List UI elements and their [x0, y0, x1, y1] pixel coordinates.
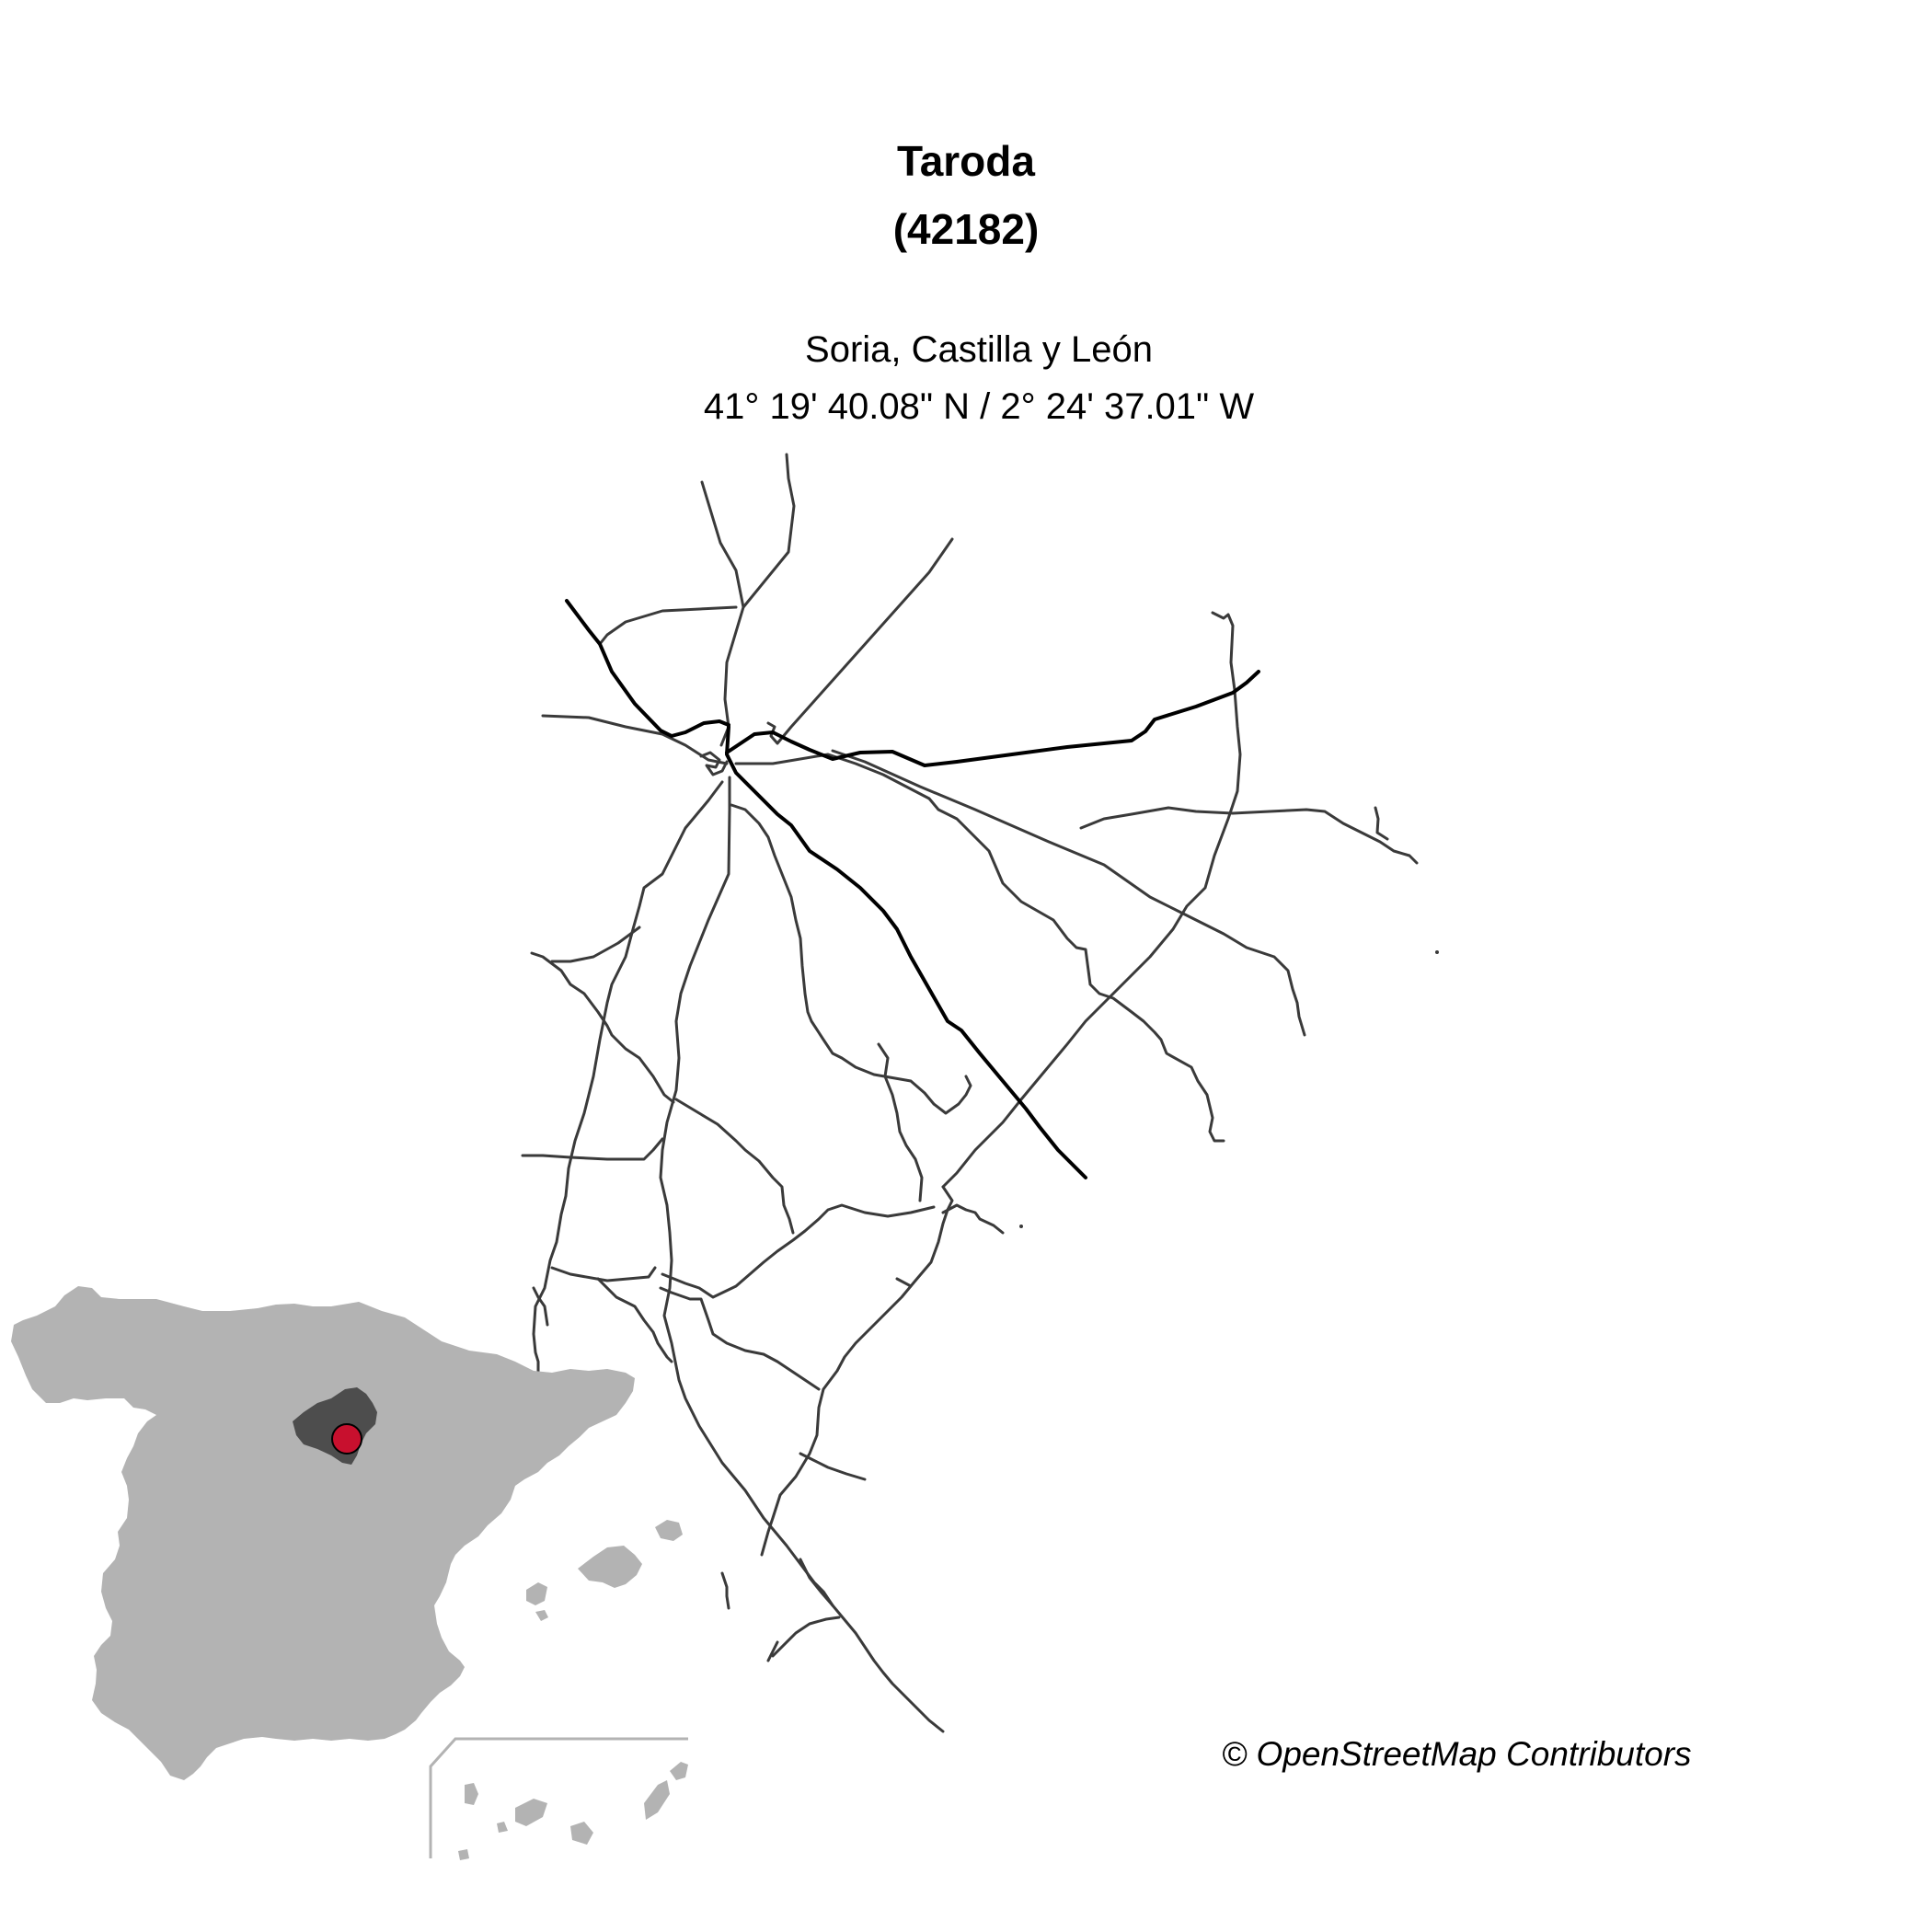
road-west-junction — [598, 605, 738, 646]
major-roads — [565, 599, 1260, 1179]
road-north-1 — [700, 480, 745, 747]
canary-island-gran-canaria — [570, 1822, 593, 1845]
road-north-2 — [742, 453, 796, 609]
road-south-3 — [771, 1616, 841, 1658]
road-east-ridge — [1079, 806, 1419, 865]
road-south-4 — [766, 1640, 779, 1662]
road-southwest-loop — [530, 951, 675, 1104]
road-northeast-curve — [941, 611, 1242, 1189]
tiny-road-fragments — [1019, 950, 1439, 1228]
ibiza-island — [526, 1582, 547, 1605]
road-west-2 — [521, 1137, 664, 1161]
map-title-name: Taroda — [897, 137, 1035, 185]
formentera-island — [535, 1610, 548, 1621]
road-south-cross — [661, 1203, 936, 1299]
canary-island-tenerife — [515, 1799, 547, 1826]
highway-northwest — [565, 599, 730, 738]
canary-islands — [458, 1762, 688, 1860]
road-south-1 — [799, 1452, 867, 1481]
road-fragment — [1019, 1225, 1023, 1228]
road-south-center-2 — [730, 803, 972, 1115]
map-title-code: (42182) — [892, 205, 1040, 253]
road-east-short — [1374, 806, 1389, 841]
osm-attribution: © OpenStreetMap Contributors — [1222, 1735, 1692, 1773]
menorca-island — [655, 1520, 683, 1541]
road-south-west — [532, 780, 724, 1409]
canary-island-fuerteventura — [644, 1780, 670, 1820]
road-south-branch-2 — [877, 1042, 924, 1202]
coordinates-label: 41° 19' 40.08" N / 2° 24' 37.01" W — [703, 386, 1255, 427]
highway-southeast — [725, 725, 1087, 1179]
region-label: Soria, Castilla y León — [805, 329, 1153, 370]
road-southwest-2 — [596, 1277, 673, 1363]
road-west-mid-1 — [550, 926, 641, 963]
road-south-5 — [720, 1571, 730, 1610]
road-south-center — [659, 776, 834, 1607]
road-east-main — [831, 749, 1306, 1037]
road-south-west-3 — [659, 1286, 821, 1391]
road-southwest-1 — [550, 1266, 657, 1282]
road-south-2 — [799, 1558, 945, 1733]
highway-east — [725, 670, 1260, 767]
canary-islands-frame — [429, 1737, 688, 1858]
minor-roads — [521, 453, 1419, 1733]
taroda-location-marker — [331, 1423, 362, 1455]
canary-island-el-hierro — [458, 1849, 469, 1860]
road-east-northwest — [734, 753, 1225, 1143]
mallorca-island — [578, 1546, 642, 1588]
road-west-3 — [532, 1286, 549, 1327]
road-south-branch-3 — [760, 1185, 954, 1557]
road-south-branch-1 — [674, 1098, 795, 1235]
road-west-1 — [541, 714, 729, 765]
canary-island-la-gomera — [497, 1822, 508, 1833]
canary-island-lanzarote — [670, 1762, 688, 1780]
road-south-spur — [895, 1277, 913, 1288]
spain-mainland-shape — [11, 1286, 635, 1780]
canary-island-la-palma — [465, 1783, 478, 1805]
town-center-tangle — [699, 751, 729, 776]
road-northeast-diagonal — [766, 537, 954, 745]
road-south-east-1 — [941, 1203, 1005, 1235]
road-fragment — [1435, 950, 1439, 954]
